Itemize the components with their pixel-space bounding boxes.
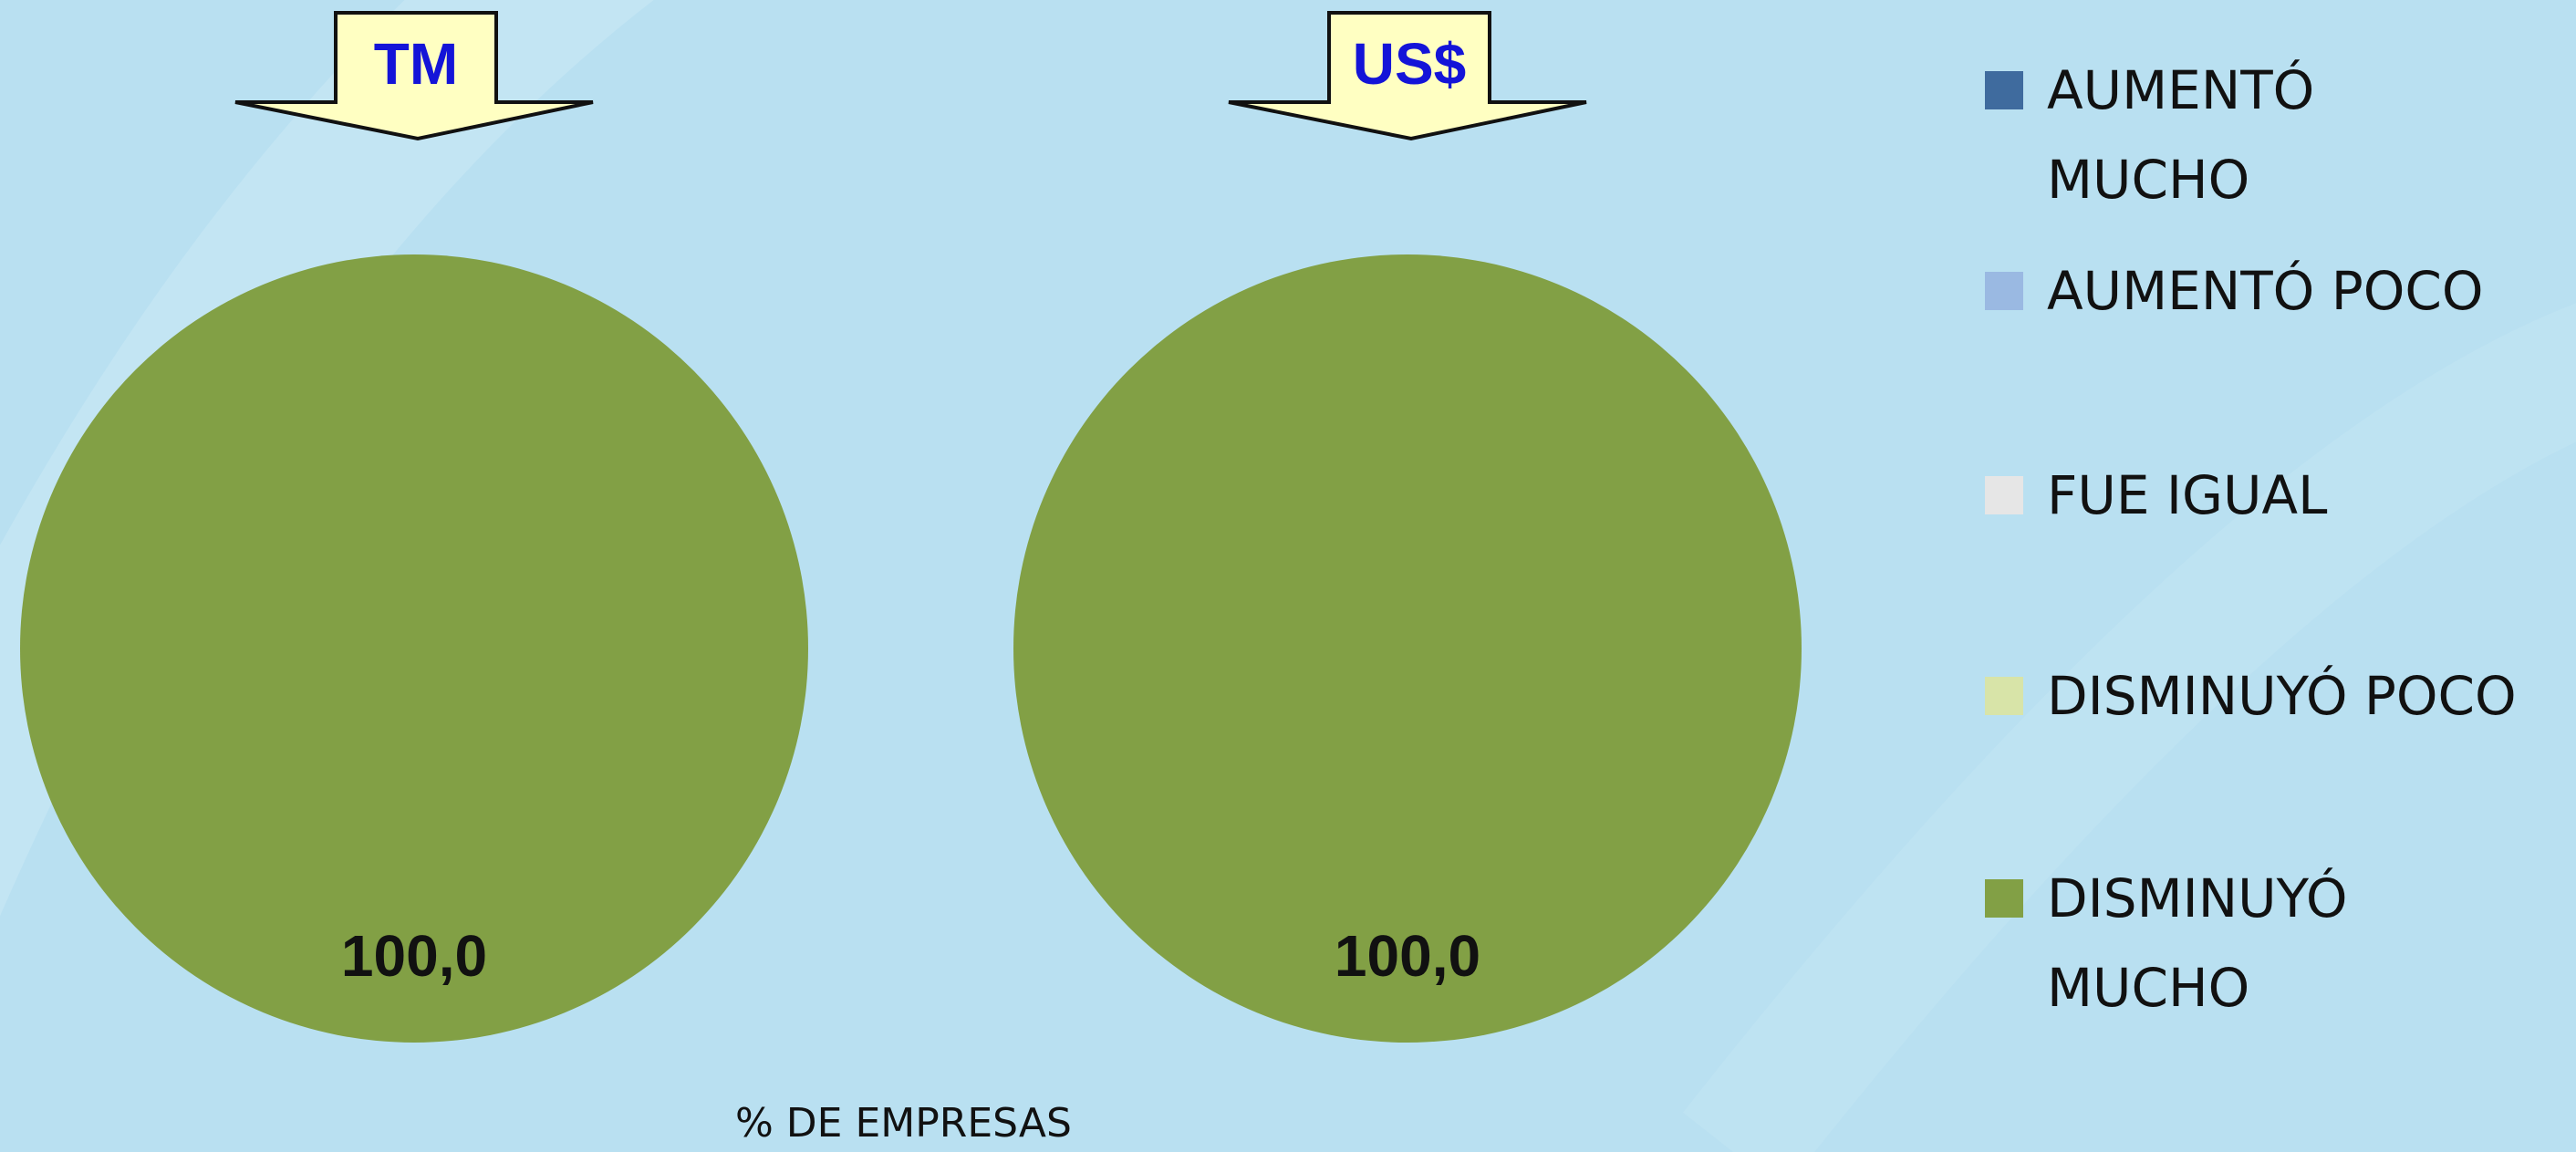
- legend-swatch: [1985, 677, 2023, 715]
- legend-label: AUMENTÓ POCO: [2047, 260, 2484, 322]
- legend-item: DISMINUYÓ POCO: [1985, 651, 2576, 741]
- legend-label: DISMINUYÓ POCO: [2047, 665, 2517, 727]
- pie-slice: [1013, 254, 1802, 1043]
- legend-item: DISMINUYÓ MUCHO: [1985, 854, 2394, 1033]
- chart-title: US$: [1353, 31, 1467, 97]
- chart-title: TM: [374, 31, 458, 97]
- legend-swatch: [1985, 71, 2023, 109]
- legend-item: AUMENTÓ POCO: [1985, 246, 2576, 336]
- legend-item: FUE IGUAL: [1985, 451, 2576, 540]
- legend-swatch: [1985, 879, 2023, 918]
- legend-label: AUMENTÓ MUCHO: [2047, 59, 2315, 211]
- data-label: 100,0: [341, 923, 487, 989]
- data-label: 100,0: [1335, 923, 1480, 989]
- legend-label: DISMINUYÓ MUCHO: [2047, 867, 2348, 1019]
- legend-swatch: [1985, 476, 2023, 514]
- title-arrow: [1228, 11, 1587, 141]
- legend-swatch: [1985, 272, 2023, 310]
- title-arrow: [234, 11, 594, 141]
- axis-note: % DE EMPRESAS: [735, 1100, 1072, 1147]
- legend-item: AUMENTÓ MUCHO: [1985, 46, 2394, 224]
- pie-slice: [20, 254, 808, 1043]
- background-swoosh: [1682, 303, 2576, 1152]
- legend-label: FUE IGUAL: [2047, 464, 2328, 526]
